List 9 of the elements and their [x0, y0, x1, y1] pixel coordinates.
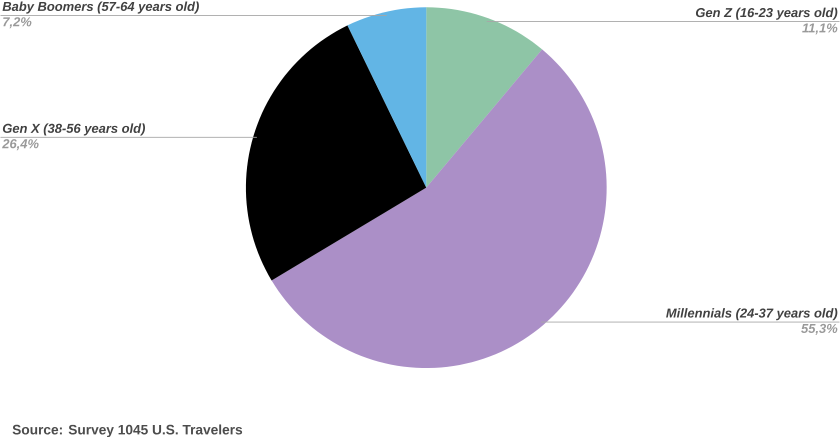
data-label: 26,4% — [2, 139, 39, 150]
slice-label: Gen X (38-56 years old) — [2, 123, 146, 136]
data-label: 55,3% — [801, 324, 838, 335]
data-label: 7,2% — [3, 17, 32, 28]
data-label: 11,1% — [802, 23, 838, 34]
slice-label: Baby Boomers (57-64 years old) — [2, 1, 199, 14]
source-note: Source: Survey 1045 U.S. Travelers — [12, 424, 242, 437]
slice-label: Millennials (24-37 years old) — [666, 308, 838, 320]
slice-label: Gen Z (16-23 years old) — [696, 8, 838, 20]
